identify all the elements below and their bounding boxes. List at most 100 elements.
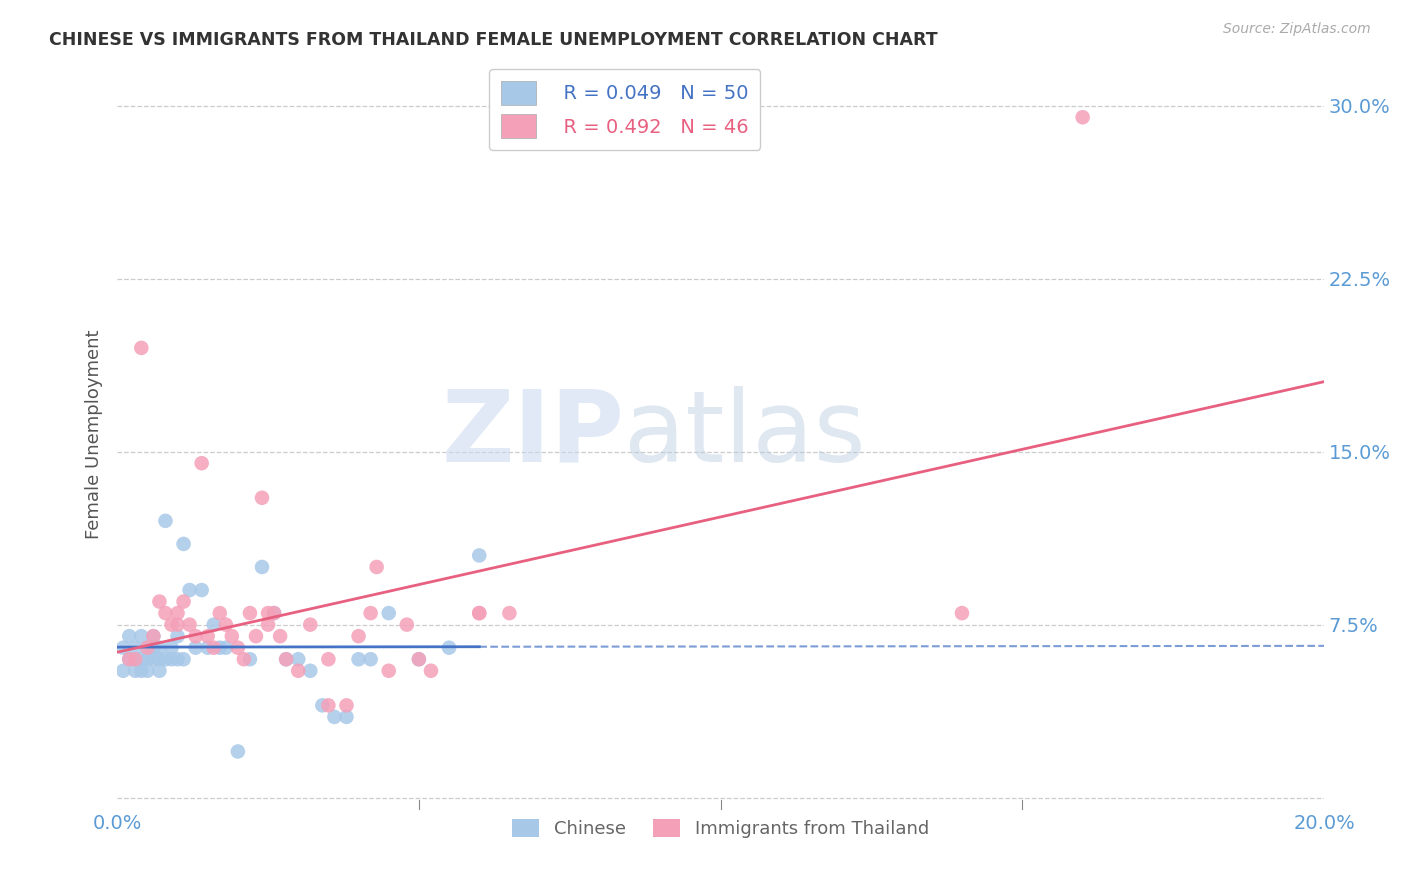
Point xyxy=(232,652,254,666)
Point xyxy=(311,698,333,713)
Point xyxy=(408,652,430,666)
Point xyxy=(131,341,153,355)
Point xyxy=(142,640,165,655)
Point xyxy=(184,640,207,655)
Point xyxy=(136,640,159,655)
Point xyxy=(118,629,141,643)
Point xyxy=(239,606,262,620)
Text: Source: ZipAtlas.com: Source: ZipAtlas.com xyxy=(1223,22,1371,37)
Point xyxy=(408,652,430,666)
Point xyxy=(287,664,309,678)
Point xyxy=(160,617,183,632)
Point xyxy=(142,652,165,666)
Point xyxy=(142,629,165,643)
Point xyxy=(347,652,370,666)
Point xyxy=(226,640,249,655)
Point xyxy=(124,664,146,678)
Point xyxy=(202,640,225,655)
Point xyxy=(245,629,267,643)
Point xyxy=(124,652,146,666)
Point xyxy=(395,617,418,632)
Point xyxy=(202,617,225,632)
Point xyxy=(215,617,238,632)
Point xyxy=(250,560,273,574)
Point xyxy=(269,629,291,643)
Point xyxy=(208,640,231,655)
Point xyxy=(155,652,177,666)
Point xyxy=(360,606,382,620)
Point xyxy=(377,606,399,620)
Point xyxy=(166,617,188,632)
Point xyxy=(366,560,388,574)
Point xyxy=(124,640,146,655)
Point xyxy=(148,594,170,608)
Text: CHINESE VS IMMIGRANTS FROM THAILAND FEMALE UNEMPLOYMENT CORRELATION CHART: CHINESE VS IMMIGRANTS FROM THAILAND FEMA… xyxy=(49,31,938,49)
Point xyxy=(173,594,195,608)
Point xyxy=(173,652,195,666)
Point xyxy=(166,652,188,666)
Point xyxy=(148,664,170,678)
Point xyxy=(276,652,298,666)
Point xyxy=(148,652,170,666)
Point xyxy=(160,652,183,666)
Point xyxy=(347,629,370,643)
Point xyxy=(221,629,243,643)
Point xyxy=(360,652,382,666)
Text: ZIP: ZIP xyxy=(441,386,624,483)
Point xyxy=(179,617,201,632)
Point xyxy=(377,664,399,678)
Point xyxy=(318,652,340,666)
Point xyxy=(131,629,153,643)
Legend: Chinese, Immigrants from Thailand: Chinese, Immigrants from Thailand xyxy=(505,812,936,845)
Point xyxy=(437,640,460,655)
Text: atlas: atlas xyxy=(624,386,866,483)
Point xyxy=(208,606,231,620)
Point xyxy=(112,664,135,678)
Point xyxy=(263,606,285,620)
Point xyxy=(197,629,219,643)
Point xyxy=(299,664,322,678)
Point xyxy=(155,514,177,528)
Point xyxy=(112,640,135,655)
Point xyxy=(215,640,238,655)
Point xyxy=(226,744,249,758)
Point xyxy=(468,549,491,563)
Point xyxy=(166,606,188,620)
Point xyxy=(118,652,141,666)
Point xyxy=(136,664,159,678)
Point xyxy=(148,640,170,655)
Point xyxy=(184,629,207,643)
Point xyxy=(131,664,153,678)
Point xyxy=(323,710,346,724)
Point xyxy=(166,629,188,643)
Point xyxy=(468,606,491,620)
Point xyxy=(299,617,322,632)
Point xyxy=(257,606,280,620)
Point xyxy=(950,606,973,620)
Point xyxy=(136,652,159,666)
Point xyxy=(287,652,309,666)
Point xyxy=(118,652,141,666)
Point xyxy=(190,456,212,470)
Point xyxy=(276,652,298,666)
Point xyxy=(155,606,177,620)
Point xyxy=(173,537,195,551)
Point xyxy=(250,491,273,505)
Point xyxy=(498,606,520,620)
Point xyxy=(142,629,165,643)
Y-axis label: Female Unemployment: Female Unemployment xyxy=(86,330,103,539)
Point xyxy=(124,652,146,666)
Point xyxy=(160,640,183,655)
Point xyxy=(335,710,357,724)
Point xyxy=(131,652,153,666)
Point xyxy=(136,640,159,655)
Point xyxy=(239,652,262,666)
Point xyxy=(197,640,219,655)
Point xyxy=(1071,110,1094,124)
Point xyxy=(420,664,443,678)
Point xyxy=(190,582,212,597)
Point xyxy=(257,617,280,632)
Point xyxy=(179,582,201,597)
Point xyxy=(335,698,357,713)
Point xyxy=(263,606,285,620)
